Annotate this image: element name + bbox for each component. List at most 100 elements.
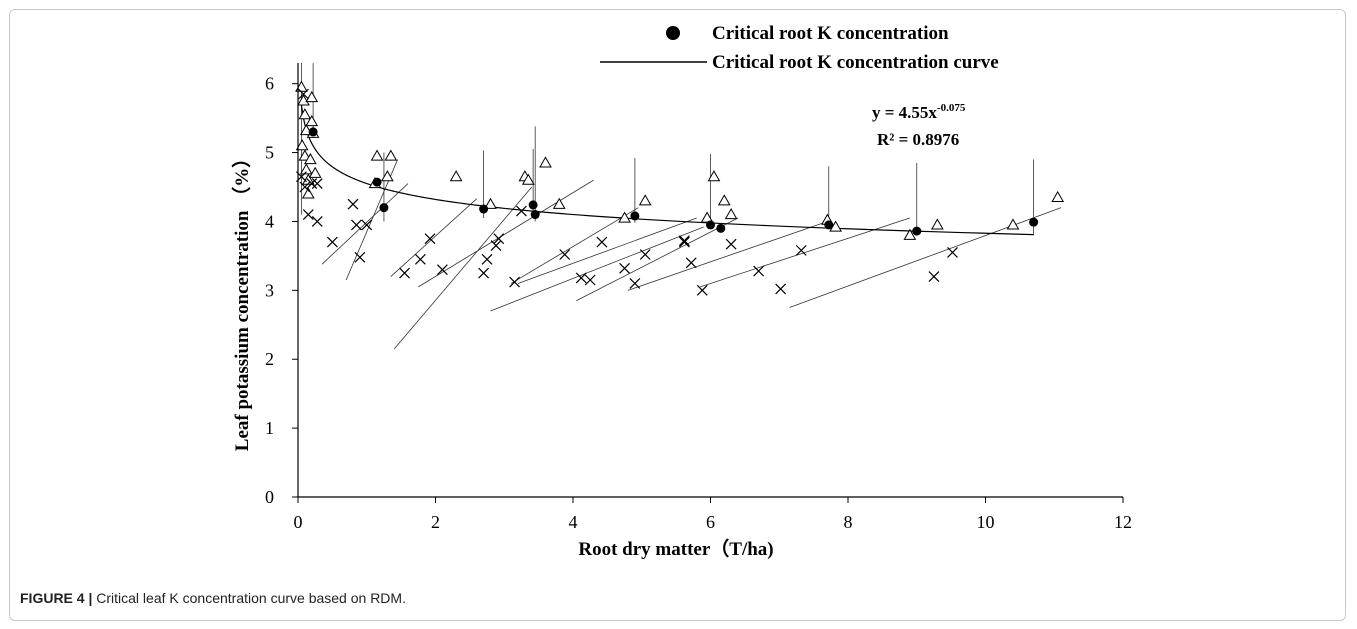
x-tick-label: 2 — [431, 512, 440, 532]
critical-point — [479, 204, 489, 214]
cross-point — [685, 257, 697, 269]
cross-point — [575, 272, 587, 284]
critical-point — [706, 220, 715, 230]
triangle-point — [449, 170, 463, 182]
dilution-line — [576, 217, 739, 302]
r-squared-text: R² = 0.8976 — [877, 130, 959, 149]
critical-point — [308, 127, 318, 137]
cross-point — [619, 262, 630, 274]
cross-point — [424, 233, 436, 245]
cross-point — [678, 236, 690, 248]
dilution-line — [390, 198, 478, 277]
cross-point — [299, 181, 311, 193]
legend-marker-circle — [666, 26, 680, 40]
triangle-point — [931, 218, 944, 230]
figure-caption: FIGURE 4 | Critical leaf K concentration… — [20, 590, 406, 606]
x-tick-label: 0 — [294, 512, 303, 532]
cross-point — [298, 88, 309, 100]
triangle-point — [1051, 190, 1065, 202]
x-tick-label: 6 — [706, 512, 715, 532]
x-axis-label: Root dry matter（T/ha) — [578, 537, 773, 560]
triangle-point — [384, 149, 398, 161]
triangle-point — [301, 187, 315, 199]
critical-point — [912, 226, 922, 236]
cross-point — [775, 283, 787, 295]
cross-point — [678, 235, 690, 247]
triangle-point — [295, 139, 309, 151]
cross-point — [311, 216, 323, 227]
dilution-line — [393, 186, 533, 350]
x-tick-label: 4 — [569, 512, 578, 532]
cross-point — [696, 284, 708, 296]
cross-point — [347, 198, 359, 210]
cross-point — [361, 219, 373, 231]
caption-text: Critical leaf K concentration curve base… — [96, 590, 406, 606]
y-tick-label: 5 — [265, 143, 274, 163]
triangle-point — [304, 152, 317, 165]
triangle-point — [552, 197, 566, 209]
legend-label-curve: Critical root K concentration curve — [712, 52, 999, 73]
y-axis-label: Leaf potassium concentration （%） — [230, 149, 253, 451]
triangle-point — [484, 197, 497, 209]
cross-point — [351, 219, 362, 231]
x-tick-label: 12 — [1114, 512, 1132, 532]
triangle-point — [298, 149, 312, 161]
cross-point — [311, 178, 323, 189]
triangle-point — [903, 228, 917, 240]
cross-point — [481, 253, 493, 265]
cross-point — [596, 236, 608, 248]
cross-point — [795, 244, 807, 256]
x-tick-label: 10 — [977, 512, 995, 532]
cross-point — [559, 249, 571, 260]
critical-point — [824, 220, 834, 230]
y-tick-label: 6 — [265, 74, 274, 94]
triangle-point — [1006, 218, 1020, 230]
critical-point — [528, 200, 538, 210]
dilution-line — [627, 221, 828, 291]
cross-point — [725, 238, 737, 250]
triangle-point — [618, 211, 631, 223]
cross-point — [354, 251, 366, 263]
cross-point — [436, 264, 448, 276]
y-tick-label: 3 — [265, 280, 274, 300]
cross-point — [399, 267, 410, 279]
cross-point — [509, 276, 520, 288]
figure-frame — [9, 9, 1346, 621]
y-tick-label: 0 — [265, 487, 274, 507]
triangle-point — [305, 90, 319, 103]
cross-point — [414, 253, 426, 265]
triangle-point — [305, 115, 319, 127]
y-tick-label: 4 — [265, 211, 274, 231]
cross-point — [302, 209, 314, 220]
triangle-point — [724, 208, 738, 220]
triangle-point — [707, 170, 721, 182]
critical-point — [372, 177, 382, 187]
triangle-point — [381, 170, 394, 182]
dilution-line — [700, 217, 910, 288]
cross-point — [584, 274, 596, 286]
triangle-point — [299, 163, 313, 175]
triangle-point — [638, 194, 652, 206]
chart-marks — [295, 63, 1065, 350]
critical-curve — [300, 104, 1034, 236]
cross-point — [928, 271, 940, 282]
dilution-line — [517, 217, 697, 284]
cross-point — [753, 265, 765, 277]
legend: Critical root K concentration Critical r… — [600, 23, 999, 73]
equation-exponent: -0.075 — [937, 102, 966, 114]
critical-point — [530, 210, 540, 220]
cross-point — [629, 278, 641, 289]
critical-point — [1029, 217, 1039, 227]
critical-point — [716, 223, 726, 233]
cross-point — [326, 236, 338, 248]
triangle-point — [539, 156, 552, 168]
dilution-line — [418, 179, 594, 288]
cross-point — [490, 240, 502, 251]
cross-point — [639, 249, 651, 260]
y-tick-label: 2 — [265, 349, 274, 369]
equation-text: y = 4.55x-0.075 — [872, 102, 966, 122]
legend-label-points: Critical root K concentration — [712, 23, 949, 44]
equation-annotation: y = 4.55x-0.075 R² = 0.8976 — [872, 102, 966, 149]
